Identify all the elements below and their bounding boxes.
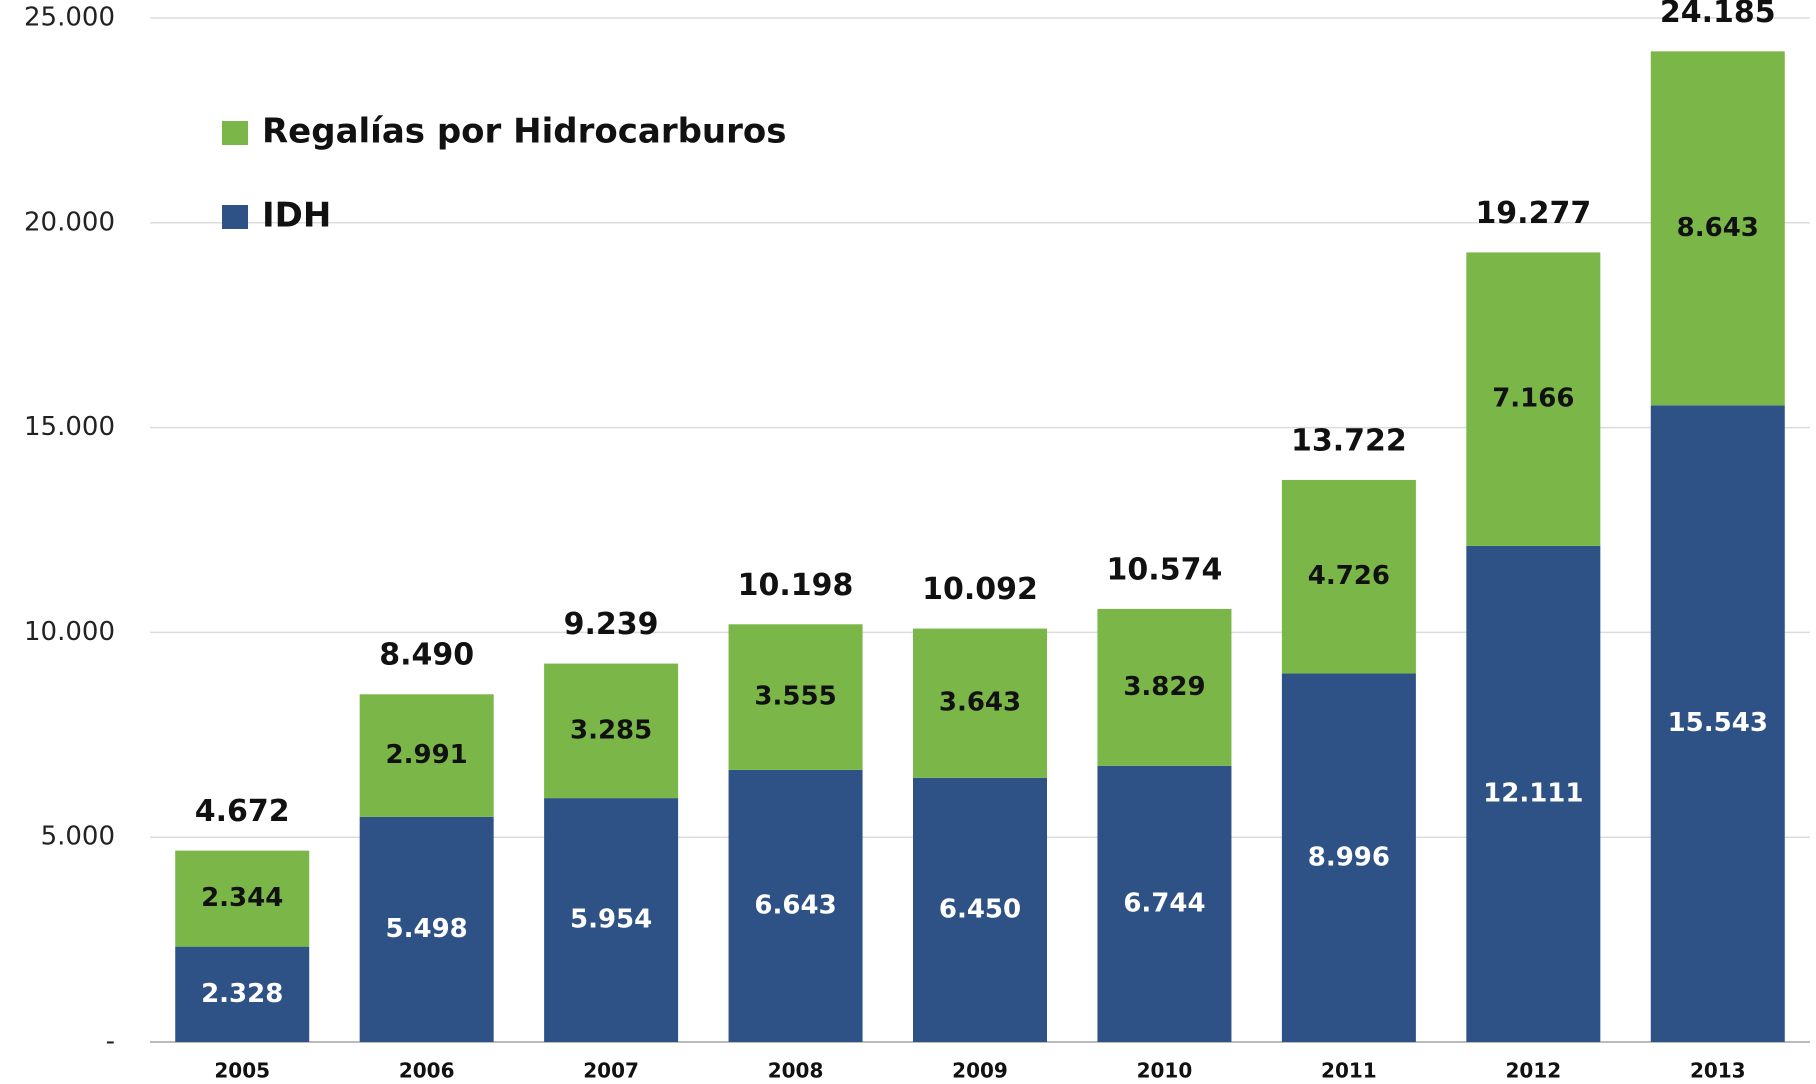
data-label: 2.991 <box>386 740 468 770</box>
y-tick-label: 25.000 <box>24 3 115 33</box>
bar-segment <box>544 663 679 799</box>
data-label: 6.744 <box>1123 888 1205 918</box>
bar-segment <box>544 798 679 1042</box>
bar-segment <box>1097 765 1232 1042</box>
data-label: 5.498 <box>386 914 468 944</box>
bar-segment <box>1281 673 1416 1042</box>
total-label: 13.722 <box>1291 423 1407 458</box>
data-label: 12.111 <box>1483 778 1583 808</box>
x-tick-label: 2010 <box>1137 1059 1193 1083</box>
total-label: 10.198 <box>738 568 854 603</box>
bar-segment <box>913 628 1047 778</box>
total-label: 24.185 <box>1660 0 1776 30</box>
bar-segment <box>1650 51 1785 406</box>
legend-swatch <box>222 205 248 229</box>
bar-segment <box>359 816 494 1042</box>
data-label: 7.166 <box>1492 384 1574 414</box>
x-tick-label: 2013 <box>1690 1059 1746 1083</box>
bar-segment <box>913 777 1047 1042</box>
bar-segment <box>728 769 863 1042</box>
total-label: 4.672 <box>195 794 290 829</box>
bar-segment <box>359 694 494 817</box>
y-tick-label: 10.000 <box>24 617 115 647</box>
data-label: 6.450 <box>939 894 1021 924</box>
x-tick-label: 2006 <box>399 1059 455 1083</box>
data-label: 2.328 <box>201 979 283 1009</box>
bar-segment <box>175 850 310 947</box>
data-label: 8.996 <box>1308 842 1390 872</box>
total-label: 9.239 <box>564 607 659 642</box>
bar-segment <box>1466 545 1601 1042</box>
data-label: 3.285 <box>570 715 652 745</box>
y-tick-label: - <box>106 1027 115 1057</box>
data-label: 2.344 <box>201 883 283 913</box>
y-tick-label: 5.000 <box>41 822 115 852</box>
x-tick-label: 2009 <box>952 1059 1008 1083</box>
total-label: 10.574 <box>1107 552 1223 587</box>
y-tick-label: 20.000 <box>24 207 115 237</box>
legend-label: IDH <box>262 196 331 236</box>
legend-label: Regalías por Hidrocarburos <box>262 112 787 152</box>
data-label: 3.555 <box>754 682 836 712</box>
bar-segment <box>1650 405 1785 1042</box>
data-label: 15.543 <box>1668 708 1768 738</box>
x-tick-label: 2007 <box>583 1059 639 1083</box>
bar-segment <box>1466 252 1601 546</box>
x-tick-label: 2005 <box>214 1059 270 1083</box>
data-label: 6.643 <box>754 890 836 920</box>
bar-segment <box>1281 479 1416 674</box>
data-label: 3.829 <box>1123 672 1205 702</box>
bar-segment <box>728 624 863 770</box>
bar-segment <box>1097 608 1232 766</box>
data-label: 4.726 <box>1308 561 1390 591</box>
x-tick-label: 2008 <box>768 1059 824 1083</box>
data-label: 8.643 <box>1677 213 1759 243</box>
total-label: 19.277 <box>1475 196 1591 231</box>
data-label: 5.954 <box>570 905 652 935</box>
legend-swatch <box>222 121 248 145</box>
x-tick-label: 2011 <box>1321 1059 1377 1083</box>
data-label: 3.643 <box>939 688 1021 718</box>
bar-segment <box>175 946 310 1042</box>
total-label: 10.092 <box>922 572 1038 607</box>
y-tick-label: 15.000 <box>24 412 115 442</box>
x-tick-label: 2012 <box>1505 1059 1561 1083</box>
total-label: 8.490 <box>379 638 474 673</box>
